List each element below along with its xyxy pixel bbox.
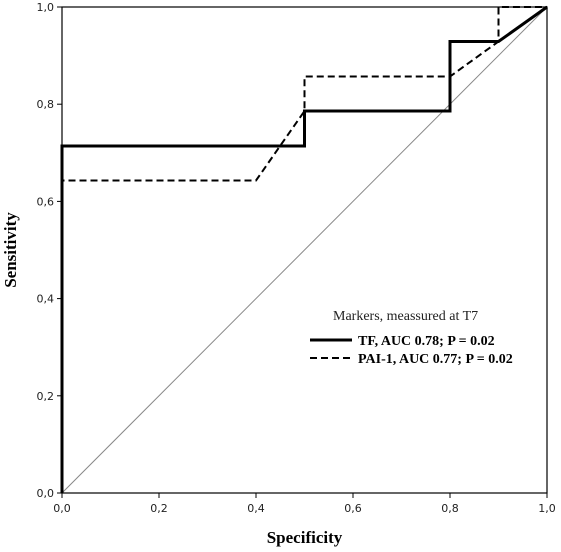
y-tick-label: 0,4 <box>37 293 55 306</box>
legend-entry-tf: TF, AUC 0.78; P = 0.02 <box>358 334 495 349</box>
x-tick-label: 0,8 <box>441 502 459 515</box>
y-tick-label: 0,6 <box>37 195 55 208</box>
y-tick-label: 0,2 <box>37 390 55 403</box>
reference-diagonal-line <box>61 6 548 494</box>
x-axis: 0,0 0,2 0,4 0,6 0,8 1,0 <box>53 493 556 515</box>
x-axis-label: Specificity <box>267 528 343 547</box>
series-line-tf <box>60 5 548 493</box>
series-line-pai-1 <box>61 6 547 493</box>
y-tick-label: 0,8 <box>37 98 55 111</box>
y-axis-label: Sensitivity <box>1 212 20 288</box>
x-tick-label: 1,0 <box>538 502 556 515</box>
y-axis: 0,0 0,2 0,4 0,6 0,8 1,0 <box>37 1 62 500</box>
legend-entry-pai-1: PAI-1, AUC 0.77; P = 0.02 <box>358 352 513 367</box>
y-tick-label: 0,0 <box>37 487 55 500</box>
x-tick-label: 0,0 <box>53 502 71 515</box>
legend: Markers, meassured at T7 TF, AUC 0.78; P… <box>310 309 513 367</box>
plot-area <box>60 5 548 494</box>
x-tick-label: 0,4 <box>247 502 265 515</box>
x-tick-label: 0,6 <box>344 502 362 515</box>
y-tick-label: 1,0 <box>37 1 55 14</box>
x-tick-label: 0,2 <box>150 502 168 515</box>
legend-title: Markers, meassured at T7 <box>333 309 478 324</box>
